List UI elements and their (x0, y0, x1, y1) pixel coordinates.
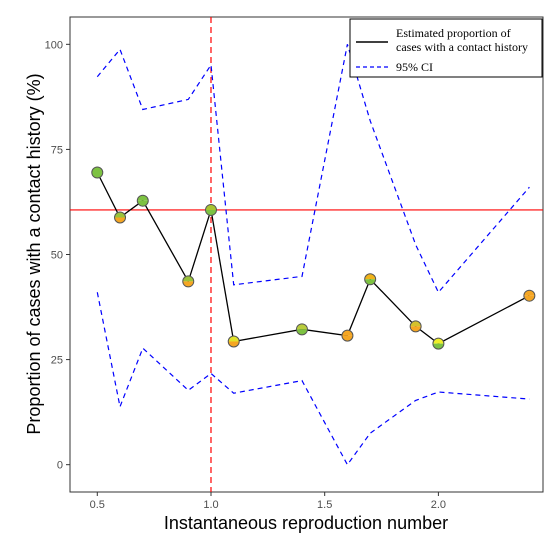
y-tick-label: 75 (51, 144, 63, 156)
data-point (136, 194, 149, 207)
y-tick-label: 0 (57, 460, 63, 472)
data-point (341, 329, 354, 342)
data-point (114, 211, 127, 224)
data-point (432, 337, 445, 350)
data-point (227, 335, 240, 348)
data-point (409, 320, 422, 333)
x-tick-label: 2.0 (431, 499, 446, 511)
data-point (364, 273, 377, 286)
x-tick-label: 0.5 (90, 499, 105, 511)
legend-label-estimate-line2: cases with a contact history (396, 40, 528, 54)
legend-box (349, 18, 543, 78)
series-line-ci-upper (96, 44, 530, 294)
x-tick-label: 1.0 (203, 499, 218, 511)
data-point (91, 166, 104, 179)
y-tick-label: 50 (51, 250, 63, 262)
y-tick-label: 100 (45, 39, 63, 51)
x-axis-title: Instantaneous reproduction number (164, 513, 448, 533)
data-point (295, 323, 308, 336)
legend: Estimated proportion of cases with a con… (349, 18, 543, 78)
series-line-ci-lower (96, 292, 530, 466)
x-tick-label: 1.5 (317, 499, 332, 511)
data-point (182, 275, 195, 288)
y-tick-label: 25 (51, 355, 63, 367)
y-axis-title: Proportion of cases with a contact histo… (24, 73, 44, 434)
data-point (523, 289, 536, 302)
legend-label-estimate-line1: Estimated proportion of (396, 26, 511, 40)
legend-label-ci: 95% CI (396, 60, 433, 74)
data-point (204, 203, 217, 216)
